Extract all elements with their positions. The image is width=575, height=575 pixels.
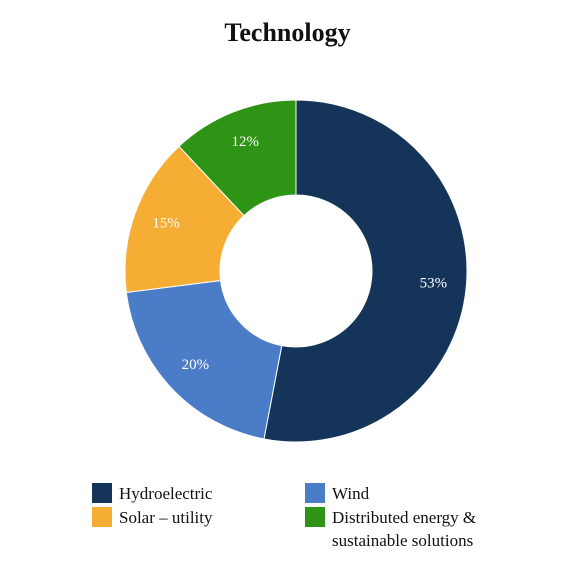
legend-label-hydroelectric: Hydroelectric — [119, 484, 213, 503]
legend-label-distributed-energy: Distributed energy & sustainable solutio… — [332, 508, 477, 550]
donut-slice-hydroelectric — [263, 99, 468, 443]
donut-slice-wind — [125, 279, 283, 440]
chart-title: Technology — [224, 18, 351, 47]
donut-slice-distributed-energy-sustainable-solutions — [178, 99, 297, 217]
slice-label-distributed-energy-sustainable-solutions: 12% — [231, 134, 259, 150]
slice-label-hydroelectric: 53% — [420, 275, 448, 291]
legend-swatch-hydroelectric — [92, 483, 112, 503]
legend-label-wind: Wind — [332, 484, 370, 503]
donut-slice-solar-utility — [124, 145, 245, 293]
slice-label-solar-utility: 15% — [152, 216, 180, 232]
slice-label-wind: 20% — [182, 357, 210, 373]
donut-chart: 53% 20% 15% 12% — [124, 99, 468, 443]
legend-swatch-solar-utility — [92, 507, 112, 527]
legend-label-solar-utility: Solar – utility — [119, 508, 213, 527]
legend-swatch-wind — [305, 483, 325, 503]
legend-swatch-distributed-energy — [305, 507, 325, 527]
